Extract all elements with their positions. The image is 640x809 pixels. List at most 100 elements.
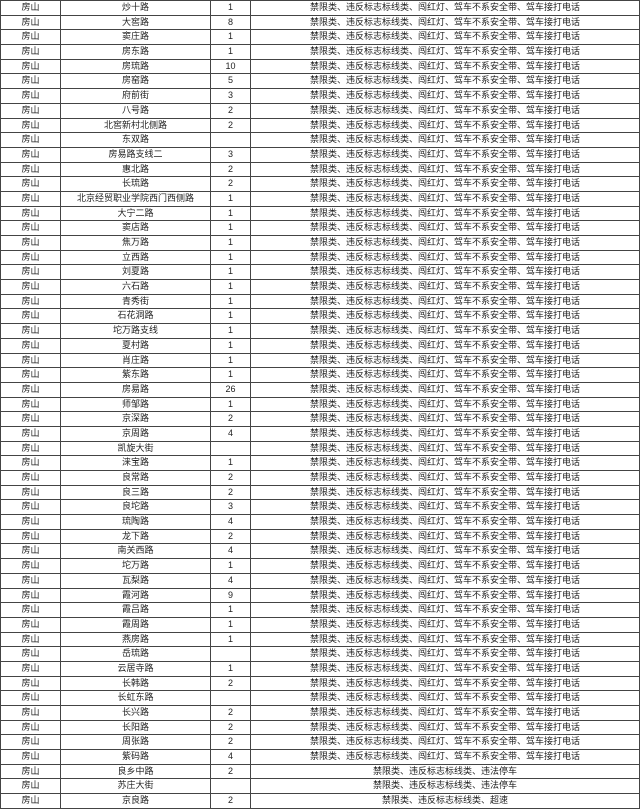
cell-col1: 房山 [1,691,61,706]
cell-col3: 1 [211,309,251,324]
cell-col2: 大窖路 [61,15,211,30]
table-row: 房山长阳路2禁限类、违反标志标线类、闯红灯、驾车不系安全带、驾车接打电话 [1,720,640,735]
table-row: 房山房易路支线二3禁限类、违反标志标线类、闯红灯、驾车不系安全带、驾车接打电话 [1,147,640,162]
cell-col4: 禁限类、违反标志标线类、闯红灯、驾车不系安全带、驾车接打电话 [251,485,640,500]
table-row: 房山京周路4禁限类、违反标志标线类、闯红灯、驾车不系安全带、驾车接打电话 [1,426,640,441]
cell-col2: 北京经贸职业学院西门西侧路 [61,191,211,206]
cell-col2: 青秀街 [61,294,211,309]
cell-col3: 1 [211,368,251,383]
cell-col2: 瓦梨路 [61,573,211,588]
cell-col4: 禁限类、违反标志标线类、闯红灯、驾车不系安全带、驾车接打电话 [251,515,640,530]
cell-col2: 岳琉路 [61,647,211,662]
cell-col4: 禁限类、违反标志标线类、闯红灯、驾车不系安全带、驾车接打电话 [251,456,640,471]
cell-col4: 禁限类、违反标志标线类、闯红灯、驾车不系安全带、驾车接打电话 [251,206,640,221]
data-table: 房山炒十路1禁限类、违反标志标线类、闯红灯、驾车不系安全带、驾车接打电话房山大窖… [0,0,640,809]
cell-col2: 琉陶路 [61,515,211,530]
table-row: 房山府前街3禁限类、违反标志标线类、闯红灯、驾车不系安全带、驾车接打电话 [1,89,640,104]
table-row: 房山霞河路9禁限类、违反标志标线类、闯红灯、驾车不系安全带、驾车接打电话 [1,588,640,603]
table-row: 房山北京经贸职业学院西门西侧路1禁限类、违反标志标线类、闯红灯、驾车不系安全带、… [1,191,640,206]
cell-col4: 禁限类、违反标志标线类、闯红灯、驾车不系安全带、驾车接打电话 [251,632,640,647]
cell-col2: 龙下路 [61,529,211,544]
cell-col2: 燕房路 [61,632,211,647]
cell-col2: 京良路 [61,794,211,809]
cell-col2: 京深路 [61,412,211,427]
cell-col3: 1 [211,250,251,265]
cell-col4: 禁限类、违反标志标线类、闯红灯、驾车不系安全带、驾车接打电话 [251,573,640,588]
cell-col4: 禁限类、违反标志标线类、违法停车 [251,779,640,794]
cell-col3: 1 [211,206,251,221]
cell-col3: 1 [211,221,251,236]
cell-col4: 禁限类、违反标志标线类、闯红灯、驾车不系安全带、驾车接打电话 [251,412,640,427]
cell-col3: 1 [211,603,251,618]
cell-col4: 禁限类、违反标志标线类、闯红灯、驾车不系安全带、驾车接打电话 [251,309,640,324]
cell-col3: 4 [211,544,251,559]
cell-col3: 1 [211,294,251,309]
cell-col4: 禁限类、违反标志标线类、闯红灯、驾车不系安全带、驾车接打电话 [251,45,640,60]
cell-col3: 1 [211,559,251,574]
cell-col2: 紫码路 [61,750,211,765]
table-row: 房山良常路2禁限类、违反标志标线类、闯红灯、驾车不系安全带、驾车接打电话 [1,471,640,486]
cell-col2: 长琉路 [61,177,211,192]
table-row: 房山六石路1禁限类、违反标志标线类、闯红灯、驾车不系安全带、驾车接打电话 [1,280,640,295]
cell-col4: 禁限类、违反标志标线类、闯红灯、驾车不系安全带、驾车接打电话 [251,294,640,309]
table-row: 房山房东路1禁限类、违反标志标线类、闯红灯、驾车不系安全带、驾车接打电话 [1,45,640,60]
cell-col4: 禁限类、违反标志标线类、闯红灯、驾车不系安全带、驾车接打电话 [251,177,640,192]
cell-col4: 禁限类、违反标志标线类、闯红灯、驾车不系安全带、驾车接打电话 [251,133,640,148]
cell-col2: 房东路 [61,45,211,60]
table-row: 房山长韩路2禁限类、违反标志标线类、闯红灯、驾车不系安全带、驾车接打电话 [1,676,640,691]
cell-col2: 房易路 [61,382,211,397]
cell-col4: 禁限类、违反标志标线类、违法停车 [251,764,640,779]
cell-col4: 禁限类、违反标志标线类、闯红灯、驾车不系安全带、驾车接打电话 [251,588,640,603]
cell-col1: 房山 [1,500,61,515]
cell-col3: 1 [211,280,251,295]
cell-col4: 禁限类、违反标志标线类、闯红灯、驾车不系安全带、驾车接打电话 [251,250,640,265]
cell-col2: 坨万路 [61,559,211,574]
cell-col3 [211,779,251,794]
cell-col3: 3 [211,147,251,162]
cell-col2: 京周路 [61,426,211,441]
cell-col2: 窦店路 [61,221,211,236]
table-row: 房山京良路2禁限类、违反标志标线类、超速 [1,794,640,809]
cell-col2: 立西路 [61,250,211,265]
cell-col4: 禁限类、违反标志标线类、闯红灯、驾车不系安全带、驾车接打电话 [251,103,640,118]
cell-col2: 长阳路 [61,720,211,735]
cell-col2: 石花洞路 [61,309,211,324]
cell-col4: 禁限类、违反标志标线类、闯红灯、驾车不系安全带、驾车接打电话 [251,603,640,618]
cell-col2: 东双路 [61,133,211,148]
cell-col3: 2 [211,720,251,735]
cell-col4: 禁限类、违反标志标线类、闯红灯、驾车不系安全带、驾车接打电话 [251,118,640,133]
cell-col4: 禁限类、违反标志标线类、闯红灯、驾车不系安全带、驾车接打电话 [251,280,640,295]
cell-col2: 周张路 [61,735,211,750]
cell-col4: 禁限类、违反标志标线类、闯红灯、驾车不系安全带、驾车接打电话 [251,617,640,632]
table-row: 房山岳琉路禁限类、违反标志标线类、闯红灯、驾车不系安全带、驾车接打电话 [1,647,640,662]
cell-col1: 房山 [1,617,61,632]
cell-col3: 1 [211,1,251,16]
cell-col2: 良坨路 [61,500,211,515]
table-row: 房山大窖路8禁限类、违反标志标线类、闯红灯、驾车不系安全带、驾车接打电话 [1,15,640,30]
cell-col1: 房山 [1,456,61,471]
cell-col2: 苏庄大街 [61,779,211,794]
cell-col2: 大宁二路 [61,206,211,221]
cell-col2: 凯旋大街 [61,441,211,456]
cell-col1: 房山 [1,471,61,486]
table-row: 房山窦店路1禁限类、违反标志标线类、闯红灯、驾车不系安全带、驾车接打电话 [1,221,640,236]
cell-col1: 房山 [1,89,61,104]
cell-col3 [211,441,251,456]
cell-col4: 禁限类、违反标志标线类、闯红灯、驾车不系安全带、驾车接打电话 [251,191,640,206]
cell-col1: 房山 [1,280,61,295]
cell-col3: 1 [211,353,251,368]
table-row: 房山紫码路4禁限类、违反标志标线类、闯红灯、驾车不系安全带、驾车接打电话 [1,750,640,765]
cell-col2: 八号路 [61,103,211,118]
table-row: 房山良三路2禁限类、违反标志标线类、闯红灯、驾车不系安全带、驾车接打电话 [1,485,640,500]
cell-col2: 涞宝路 [61,456,211,471]
table-row: 房山炒十路1禁限类、违反标志标线类、闯红灯、驾车不系安全带、驾车接打电话 [1,1,640,16]
cell-col1: 房山 [1,147,61,162]
cell-col4: 禁限类、违反标志标线类、闯红灯、驾车不系安全带、驾车接打电话 [251,661,640,676]
table-row: 房山京深路2禁限类、违反标志标线类、闯红灯、驾车不系安全带、驾车接打电话 [1,412,640,427]
cell-col1: 房山 [1,603,61,618]
cell-col1: 房山 [1,221,61,236]
cell-col3: 5 [211,74,251,89]
cell-col3: 2 [211,118,251,133]
cell-col3: 1 [211,324,251,339]
cell-col2: 良三路 [61,485,211,500]
